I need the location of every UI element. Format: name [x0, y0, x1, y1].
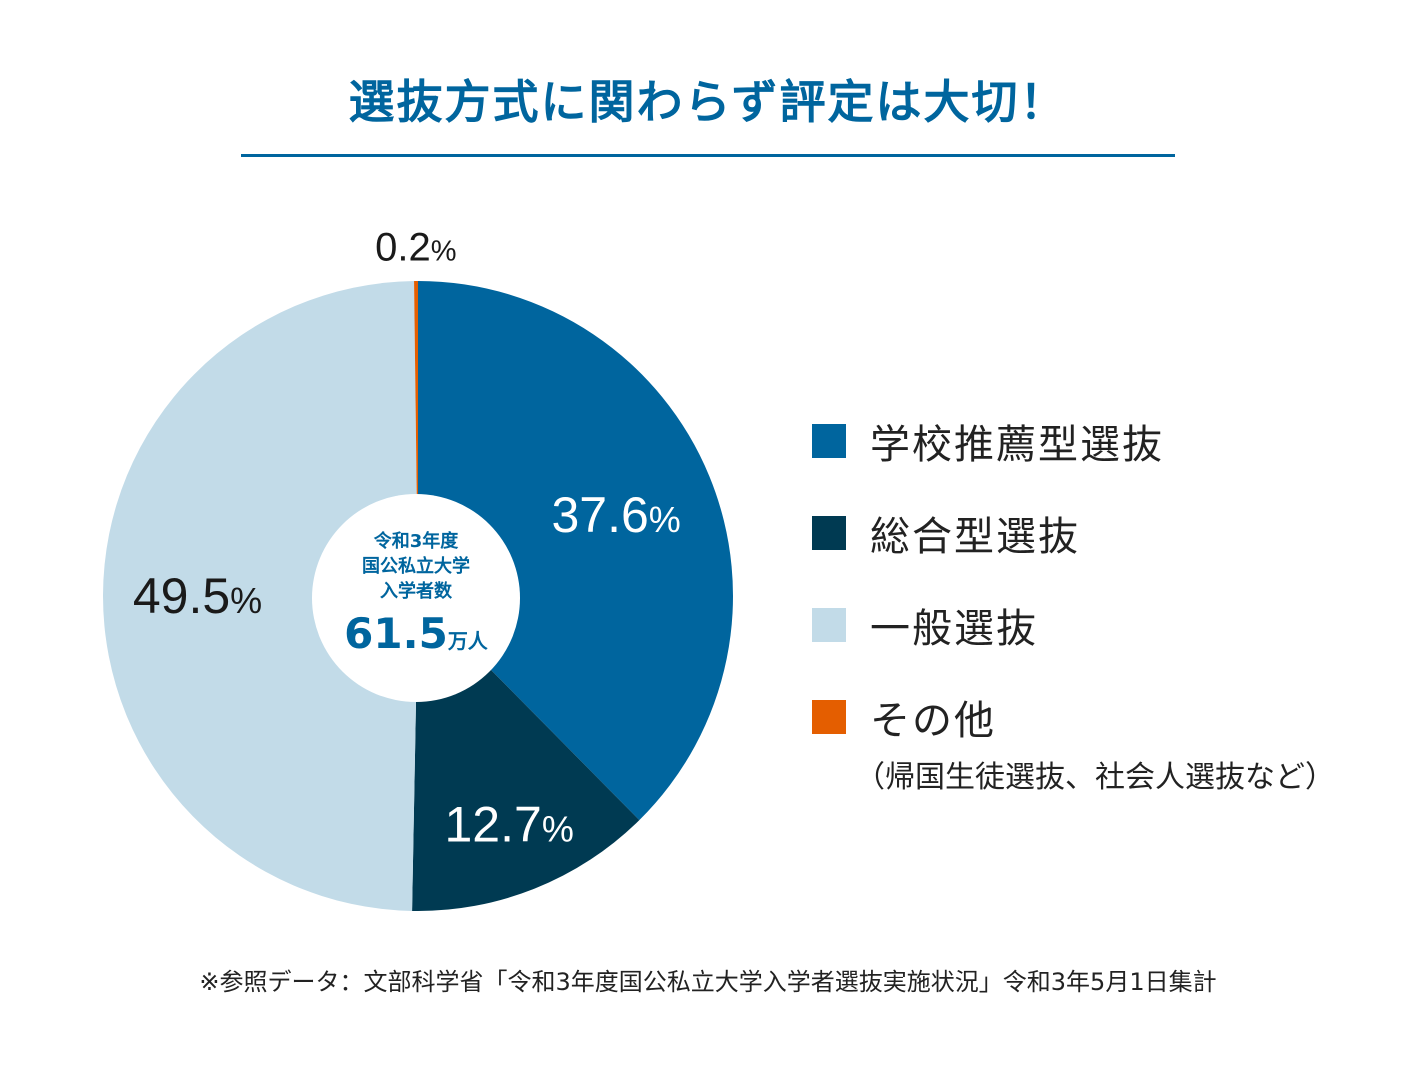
- title-underline: [241, 154, 1175, 157]
- pie-center-label: 令和3年度 国公私立大学 入学者数 61.5万人: [312, 494, 520, 702]
- label-comprehensive: 12.7%: [444, 797, 573, 853]
- legend-label: 一般選抜: [870, 606, 1038, 652]
- legend: 学校推薦型選抜 総合型選抜 一般選抜 その他: [812, 395, 1372, 763]
- label-school-recommendation: 37.6%: [551, 487, 680, 543]
- legend-note: （帰国生徒選抜、社会人選抜など）: [855, 760, 1335, 795]
- center-line-2: 国公私立大学: [362, 556, 470, 577]
- label-other: 0.2%: [375, 225, 456, 269]
- legend-item-school-recommendation: 学校推薦型選抜: [812, 395, 1372, 487]
- chart-title: 選抜方式に関わらず評定は大切！: [348, 75, 1068, 129]
- legend-item-comprehensive: 総合型選抜: [812, 487, 1372, 579]
- center-line-1: 令和3年度: [373, 531, 459, 552]
- center-total-unit: 万人: [447, 629, 488, 653]
- legend-item-other: その他: [812, 671, 1372, 763]
- legend-label: その他: [870, 698, 996, 744]
- legend-item-general: 一般選抜: [812, 579, 1372, 671]
- legend-label: 学校推薦型選抜: [870, 422, 1164, 468]
- legend-swatch: [812, 608, 846, 642]
- center-total-value: 61.5: [344, 609, 448, 658]
- center-total: 61.5万人: [344, 608, 488, 667]
- legend-swatch: [812, 516, 846, 550]
- slice-general: [103, 281, 418, 911]
- label-general: 49.5%: [133, 568, 262, 624]
- source-note: ※参照データ：文部科学省「令和3年度国公私立大学入学者選抜実施状況」令和3年5月…: [199, 968, 1217, 996]
- legend-swatch: [812, 700, 846, 734]
- center-line-3: 入学者数: [380, 581, 452, 602]
- legend-swatch: [812, 424, 846, 458]
- legend-label: 総合型選抜: [870, 514, 1080, 560]
- slice-school-recommendation: [418, 281, 733, 821]
